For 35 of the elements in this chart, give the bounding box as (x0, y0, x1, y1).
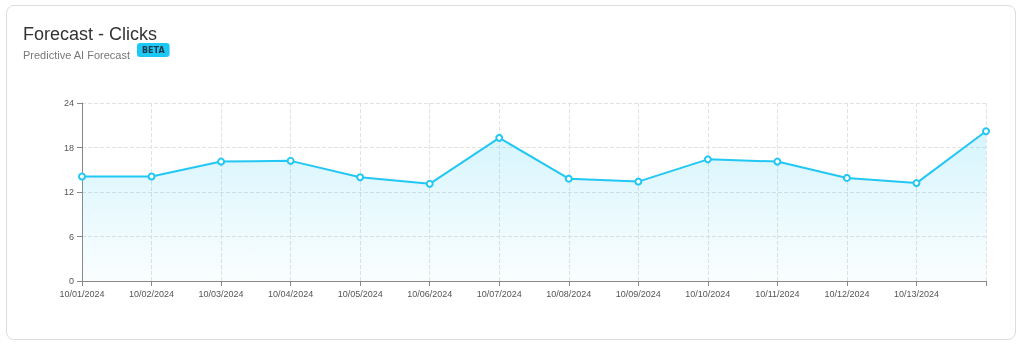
point (495, 133, 504, 142)
x-tick-label: 10/11/2024 (755, 288, 800, 299)
x-tick-label: 10/09/2024 (615, 288, 661, 299)
point (634, 177, 643, 186)
chart-subtitle: Predictive AI Forecast (23, 48, 130, 61)
x-tick-label: 10/07/2024 (476, 288, 522, 299)
point (78, 172, 86, 181)
x-tick-label: 10/04/2024 (268, 288, 314, 299)
x-tick-label: 10/08/2024 (546, 288, 592, 299)
x-tick-label: 10/13/2024 (893, 288, 939, 299)
point (912, 179, 921, 188)
point (982, 127, 990, 136)
y-tick-label: 12 (63, 187, 74, 197)
point (425, 179, 434, 188)
x-tick-label: 10/06/2024 (407, 288, 453, 299)
point (286, 156, 295, 165)
point (356, 173, 365, 182)
y-tick-label: 6 (68, 231, 74, 242)
point (703, 155, 712, 164)
point (217, 157, 226, 166)
x-tick-label: 10/01/2024 (59, 288, 105, 299)
x-tick-label: 10/12/2024 (824, 288, 870, 299)
text: BETA (142, 45, 166, 55)
point (842, 173, 851, 182)
y-tick-label: 18 (63, 142, 74, 153)
x-tick-label: 10/03/2024 (198, 288, 244, 299)
point (773, 157, 782, 166)
x-tick-label: 10/10/2024 (685, 288, 731, 299)
x-tick-label: 10/02/2024 (129, 288, 175, 299)
y-tick-label: 24 (63, 98, 74, 108)
x-tick-label: 10/05/2024 (337, 288, 383, 299)
chart-title: Forecast - Clicks (23, 24, 158, 44)
point (147, 172, 156, 181)
y-tick-label: 0 (68, 276, 74, 286)
point (564, 174, 573, 183)
